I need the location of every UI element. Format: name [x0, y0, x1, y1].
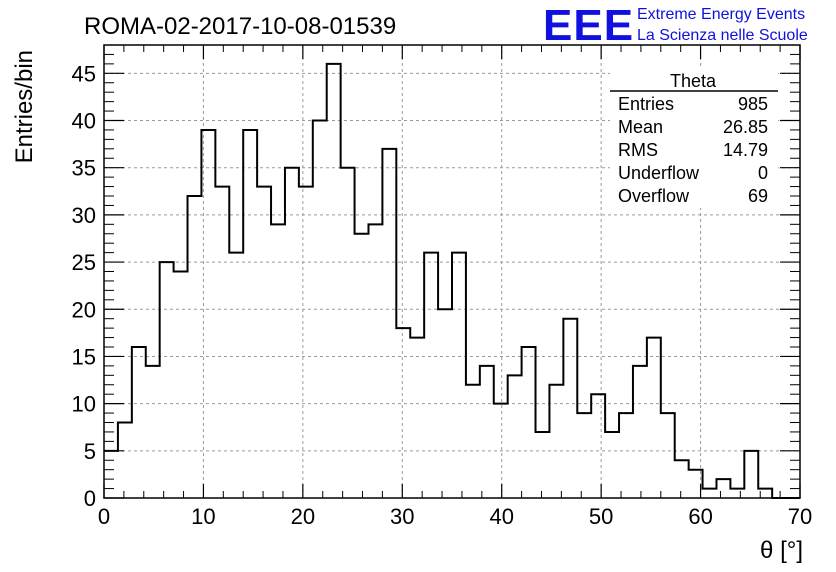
y-tick-label: 20: [72, 297, 96, 322]
stat-value-entries: 985: [738, 94, 768, 114]
axis-ticks: [103, 45, 801, 499]
stat-label-underflow: Underflow: [618, 163, 700, 183]
histogram-bin: [215, 187, 229, 498]
logo-line-2: La Scienza nelle Scuole: [637, 27, 808, 44]
histogram-bin: [619, 413, 633, 498]
tick-labels: 0 10 20 30 40 50 60 70 0 5 10 15 20 25 30 35 40 45: [72, 61, 813, 529]
histogram-bin: [271, 224, 285, 498]
x-tick-label: 60: [688, 504, 712, 529]
histogram-bin: [174, 272, 188, 499]
stat-value-underflow: 0: [758, 163, 768, 183]
histogram-bin: [675, 460, 689, 498]
histogram-bin: [438, 309, 452, 498]
stat-label-rms: RMS: [618, 140, 658, 160]
histogram-bin: [285, 168, 299, 498]
y-axis-title: Entries/bin: [11, 50, 38, 163]
histogram-bin: [243, 130, 257, 498]
histogram-bin: [647, 338, 661, 498]
histogram-bin: [758, 489, 772, 498]
statistics-box-background: [610, 66, 778, 208]
histogram-bin: [146, 366, 160, 498]
y-tick-label: 25: [72, 250, 96, 275]
histogram-bin: [522, 347, 536, 498]
histogram-bin: [257, 187, 271, 498]
stat-label-entries: Entries: [618, 94, 674, 114]
histogram-bin: [341, 168, 355, 498]
logo-line-1: Extreme Energy Events: [637, 6, 805, 23]
histogram-bin: [661, 413, 675, 498]
histogram-bin: [480, 366, 494, 498]
histogram-bin: [424, 253, 438, 498]
x-tick-label: 20: [291, 504, 315, 529]
histogram-bin: [689, 470, 703, 498]
histogram-bin: [396, 328, 410, 498]
histogram-bin: [703, 489, 717, 498]
stat-value-rms: 14.79: [723, 140, 768, 160]
histogram-bin: [536, 432, 550, 498]
eee-logo-mark: EEE: [543, 1, 634, 50]
histogram-bin: [188, 196, 202, 498]
histogram-bin: [563, 319, 577, 498]
histogram-bin: [132, 347, 146, 498]
histogram-outline: [104, 62, 800, 499]
histogram-bin: [201, 130, 215, 498]
histogram-bin: [508, 375, 522, 498]
stat-value-overflow: 69: [748, 186, 768, 206]
histogram-bin: [494, 404, 508, 498]
stat-label-overflow: Overflow: [618, 186, 690, 206]
stat-value-mean: 26.85: [723, 117, 768, 137]
histogram-bin: [299, 187, 313, 498]
histogram-bin: [410, 338, 424, 498]
statistics-box: Theta Entries 985 Mean 26.85 RMS 14.79 U…: [610, 66, 778, 208]
run-title: ROMA-02-2017-10-08-01539: [84, 13, 396, 40]
x-tick-label: 0: [98, 504, 110, 529]
x-tick-label: 10: [191, 504, 215, 529]
histogram-bin: [313, 121, 327, 499]
histogram-bin: [591, 394, 605, 498]
histogram-bin: [744, 451, 758, 498]
histogram-bin: [452, 253, 466, 498]
stat-label-mean: Mean: [618, 117, 663, 137]
x-tick-label: 40: [489, 504, 513, 529]
histogram-bin: [730, 489, 744, 498]
statistics-box-title: Theta: [670, 71, 717, 91]
histogram-bin: [549, 385, 563, 498]
y-tick-label: 45: [72, 61, 96, 86]
x-tick-label: 30: [390, 504, 414, 529]
histogram-bin: [382, 149, 396, 498]
y-tick-label: 0: [84, 486, 96, 511]
histogram-bin: [368, 224, 382, 498]
histogram-bin: [118, 423, 132, 499]
x-tick-label: 70: [788, 504, 812, 529]
histogram-bin: [104, 451, 118, 498]
y-tick-label: 30: [72, 203, 96, 228]
histogram-bin: [327, 64, 341, 498]
histogram-bin: [605, 432, 619, 498]
y-tick-label: 40: [72, 109, 96, 134]
y-tick-label: 35: [72, 156, 96, 181]
histogram-bin: [355, 234, 369, 498]
y-tick-label: 15: [72, 344, 96, 369]
x-tick-label: 50: [589, 504, 613, 529]
histogram-bin: [633, 366, 647, 498]
histogram-bin: [160, 262, 174, 498]
histogram-bin: [716, 479, 730, 498]
x-axis-title: θ [°]: [760, 537, 803, 564]
histogram-bin: [466, 385, 480, 498]
y-tick-label: 5: [84, 439, 96, 464]
histogram-bin: [229, 253, 243, 498]
histogram-bin: [577, 413, 591, 498]
y-tick-label: 10: [72, 392, 96, 417]
eee-logo: EEE Extreme Energy Events La Scienza nel…: [543, 1, 808, 50]
